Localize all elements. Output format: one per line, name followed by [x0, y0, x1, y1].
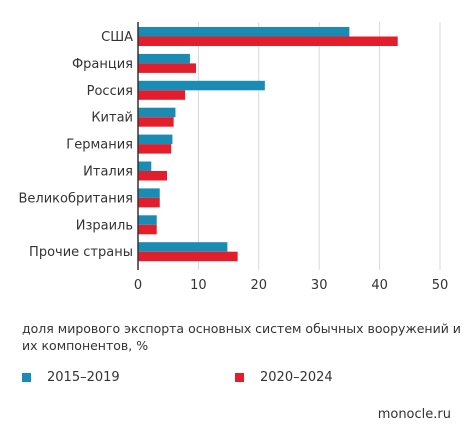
bar-7-series-2: [138, 197, 160, 208]
legend-swatch-2015-2019: [22, 373, 31, 382]
x-tick-label-40: 40: [371, 278, 388, 293]
legend-label-2015-2019: 2015–2019: [47, 370, 120, 385]
bar-9-series-2: [138, 251, 238, 262]
bar-4-series-1: [138, 107, 176, 118]
category-label-9: Прочие страны: [29, 245, 133, 260]
category-label-3: Россия: [87, 84, 133, 99]
bar-6-series-2: [138, 171, 167, 181]
legend-item-2020-2024: 2020–2024: [235, 370, 333, 385]
bar-3-series-2: [138, 90, 186, 100]
x-tick-label-30: 30: [311, 278, 328, 293]
bar-1-series-1: [138, 27, 350, 37]
category-label-8: Израиль: [76, 218, 133, 233]
category-label-5: Германия: [66, 138, 133, 153]
x-tick-label-10: 10: [190, 278, 207, 293]
bar-5-series-1: [138, 134, 173, 145]
brand-label: monocle.ru: [377, 407, 451, 422]
x-axis-label: доля мирового экспорта основных систем о…: [22, 321, 461, 353]
bar-2-series-1: [138, 53, 190, 64]
legend-label-2020-2024: 2020–2024: [260, 370, 333, 385]
legend-swatch-2020-2024: [235, 373, 244, 382]
bar-6-series-1: [138, 161, 152, 171]
bar-4-series-2: [138, 117, 174, 127]
category-label-7: Великобритания: [18, 191, 133, 206]
bar-1-series-2: [138, 36, 398, 46]
bar-5-series-2: [138, 144, 172, 154]
x-tick-label-50: 50: [432, 278, 449, 293]
bar-3-series-1: [138, 80, 265, 91]
x-tick-label-0: 0: [134, 278, 142, 293]
bar-9-series-1: [138, 242, 228, 252]
legend-item-2015-2019: 2015–2019: [22, 370, 120, 385]
bar-7-series-1: [138, 188, 160, 198]
x-tick-label-20: 20: [251, 278, 268, 293]
bar-chart: США Франция Россия Китай Германия Италия Велик…: [18, 22, 449, 293]
category-label-6: Италия: [83, 165, 133, 180]
legend: 2015–2019 2020–2024: [0, 370, 473, 390]
category-label-1: США: [101, 30, 133, 45]
category-label-4: Китай: [91, 111, 133, 126]
bar-8-series-2: [138, 224, 157, 235]
category-label-2: Франция: [72, 57, 133, 72]
bar-8-series-1: [138, 215, 157, 225]
bar-2-series-2: [138, 63, 196, 73]
